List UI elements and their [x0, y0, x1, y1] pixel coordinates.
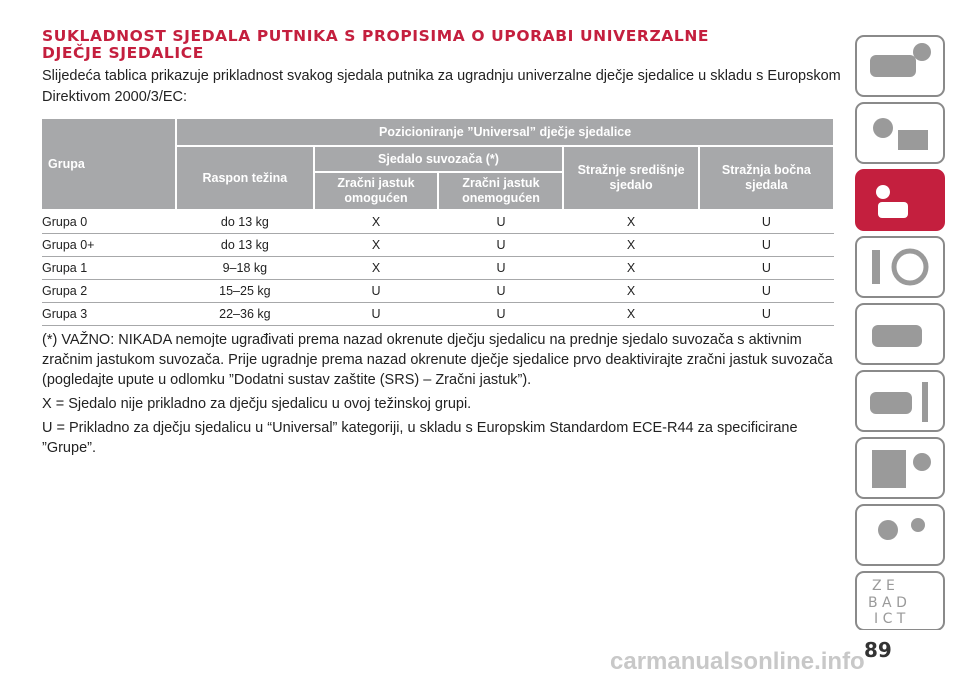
table-row: Grupa 0+ do 13 kg X U X U — [42, 233, 834, 257]
page-number: 89 — [864, 638, 892, 662]
table-cell: Grupa 1 — [42, 256, 177, 280]
tab[interactable] — [855, 102, 945, 164]
header-cell: Sjedalo suvozača (*) — [312, 145, 565, 173]
intro: Slijedeća tablica prikazuje prikladnost … — [42, 68, 841, 105]
tab-active[interactable] — [855, 169, 945, 231]
notes: (*) VAŽNO: NIKADA nemojte ugrađivati pre… — [42, 330, 842, 458]
table-cell: U — [438, 302, 564, 326]
header-cell: Stražnje središnje sjedalo — [562, 145, 700, 211]
tab[interactable] — [855, 571, 945, 630]
table-row: Grupa 3 22–36 kg U U X U — [42, 302, 834, 326]
note: X = Sjedalo nije prikladno za dječju sje… — [42, 396, 472, 412]
table-cell: U — [698, 279, 834, 303]
table-cell: U — [313, 279, 439, 303]
table-cell: X — [313, 233, 439, 257]
table-cell: Grupa 2 — [42, 279, 177, 303]
table-cell: Grupa 0+ — [42, 233, 177, 257]
table-cell: 22–36 kg — [176, 302, 314, 326]
content: SUKLADNOST SJEDALA PUTNIKA S PROPISIMA O… — [42, 28, 842, 458]
header-cell: Zračni jastuk omogućen — [312, 171, 440, 211]
table: Grupa Pozicioniranje ”Universal” dječje … — [42, 117, 836, 326]
table-cell: U — [698, 233, 834, 257]
table-row: Grupa 1 9–18 kg X U X U — [42, 256, 834, 280]
header-cell: Grupa — [42, 117, 178, 211]
table-cell: X — [313, 256, 439, 280]
table-cell: U — [698, 302, 834, 326]
note: (*) VAŽNO: NIKADA nemojte ugrađivati pre… — [42, 332, 833, 388]
table-row: Grupa 0 do 13 kg X U X U — [42, 210, 834, 234]
table-cell: U — [438, 256, 564, 280]
tab[interactable] — [855, 303, 945, 365]
table-cell: do 13 kg — [176, 233, 314, 257]
table-cell: U — [698, 256, 834, 280]
watermark: carmanualsonline.info — [610, 648, 865, 675]
tab-icons: Z E B A D I C T — [868, 43, 931, 627]
header-cell: Raspon težina — [175, 145, 315, 211]
header-cell: Pozicioniranje ”Universal” dječje sjedal… — [175, 117, 835, 147]
tab[interactable] — [855, 35, 945, 97]
table-cell: U — [438, 233, 564, 257]
table-cell: U — [313, 302, 439, 326]
table-cell: 15–25 kg — [176, 279, 314, 303]
svg-text:Z E: Z E — [872, 578, 895, 594]
tab[interactable] — [855, 437, 945, 499]
tab[interactable] — [855, 370, 945, 432]
table-cell: U — [438, 279, 564, 303]
title: SUKLADNOST SJEDALA PUTNIKA S PROPISIMA O… — [42, 28, 842, 62]
table-cell: X — [563, 302, 699, 326]
table-body: Grupa 0 do 13 kg X U X U Grupa 0+ do 13 kg X U X U G… — [42, 210, 834, 326]
table-cell: do 13 kg — [176, 210, 314, 234]
table-cell: X — [563, 210, 699, 234]
table-cell: U — [698, 210, 834, 234]
svg-text:B A D: B A D — [868, 595, 907, 611]
svg-text:I C T: I C T — [874, 611, 906, 627]
note: U = Prikladno za dječju sjedalicu u “Uni… — [42, 420, 798, 456]
title-line: DJEČJE SJEDALICE — [42, 44, 204, 62]
table-cell: X — [563, 279, 699, 303]
table-cell: X — [563, 233, 699, 257]
header-cell: Zračni jastuk onemogućen — [437, 171, 565, 211]
title-line: SUKLADNOST SJEDALA PUTNIKA S PROPISIMA O… — [42, 27, 710, 45]
table-cell: Grupa 0 — [42, 210, 177, 234]
tab[interactable] — [855, 504, 945, 566]
table-cell: U — [438, 210, 564, 234]
table-cell: X — [563, 256, 699, 280]
chapter-tabs: Z E B A D I C T — [855, 35, 945, 630]
table-cell: 9–18 kg — [176, 256, 314, 280]
header-cell: Stražnja bočna sjedala — [697, 145, 836, 211]
table-cell: X — [313, 210, 439, 234]
tab[interactable] — [855, 236, 945, 298]
table-row: Grupa 2 15–25 kg U U X U — [42, 279, 834, 303]
table-cell: Grupa 3 — [42, 302, 177, 326]
